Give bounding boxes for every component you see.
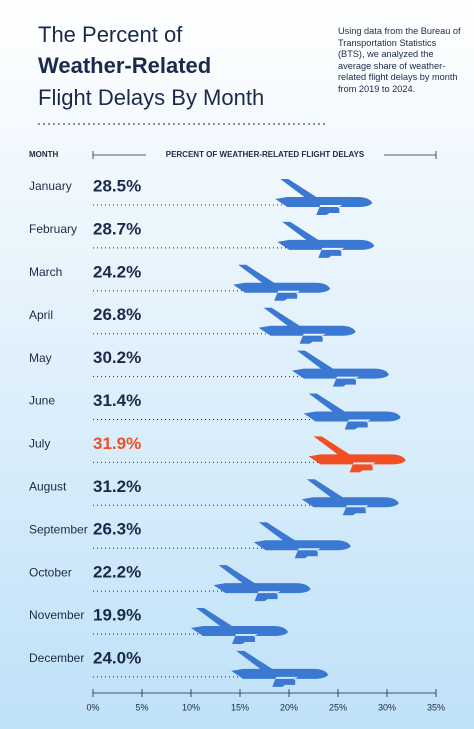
plane-bar <box>191 608 289 644</box>
value-label: 31.4% <box>93 391 141 410</box>
category-label: April <box>29 308 53 322</box>
plane-bar <box>277 221 375 258</box>
x-tick-label: 25% <box>329 702 347 712</box>
plane-bar <box>213 565 311 602</box>
value-label: 26.8% <box>93 305 141 324</box>
plane-bar <box>291 350 389 387</box>
title-line: Weather-Related <box>38 53 211 78</box>
plane-bar <box>308 436 406 473</box>
value-label: 28.7% <box>93 219 141 238</box>
x-tick-label: 30% <box>378 702 396 712</box>
plane-bar <box>301 479 399 516</box>
category-label: January <box>29 179 72 193</box>
header-bg <box>146 148 384 162</box>
category-label: August <box>29 479 67 493</box>
plane-bar <box>258 307 356 344</box>
category-label: December <box>29 651 84 665</box>
category-label: May <box>29 351 52 365</box>
x-tick-label: 20% <box>280 702 298 712</box>
x-tick-label: 10% <box>182 702 200 712</box>
value-label: 28.5% <box>93 176 141 195</box>
title-line: The Percent of <box>38 22 183 47</box>
plane-bar <box>303 393 401 430</box>
category-label: November <box>29 608 84 622</box>
value-label: 24.0% <box>93 648 141 667</box>
plane-bar <box>253 522 351 559</box>
plane-bar <box>275 179 373 215</box>
x-tick-label: 15% <box>231 702 249 712</box>
value-label: 24.2% <box>93 262 141 281</box>
value-label: 26.3% <box>93 520 141 539</box>
category-label: October <box>29 565 72 579</box>
category-label: June <box>29 394 55 408</box>
plane-bar <box>231 650 329 687</box>
value-label: 30.2% <box>93 348 141 367</box>
value-label: 22.2% <box>93 563 141 582</box>
category-label: September <box>29 522 88 536</box>
x-tick-label: 5% <box>135 702 148 712</box>
category-label: February <box>29 222 77 236</box>
value-label: 31.2% <box>93 477 141 496</box>
x-tick-label: 35% <box>427 702 445 712</box>
plane-bar <box>233 264 331 301</box>
category-label: March <box>29 265 62 279</box>
value-label: 19.9% <box>93 605 141 624</box>
x-tick-label: 0% <box>86 702 99 712</box>
description: Using data from the Bureau of Transporta… <box>338 26 461 94</box>
category-header: MONTH <box>29 150 59 159</box>
title-line: Flight Delays By Month <box>38 85 264 110</box>
value-label: 31.9% <box>93 434 141 453</box>
value-header: PERCENT OF WEATHER-RELATED FLIGHT DELAYS <box>166 150 365 159</box>
category-label: July <box>29 437 50 451</box>
